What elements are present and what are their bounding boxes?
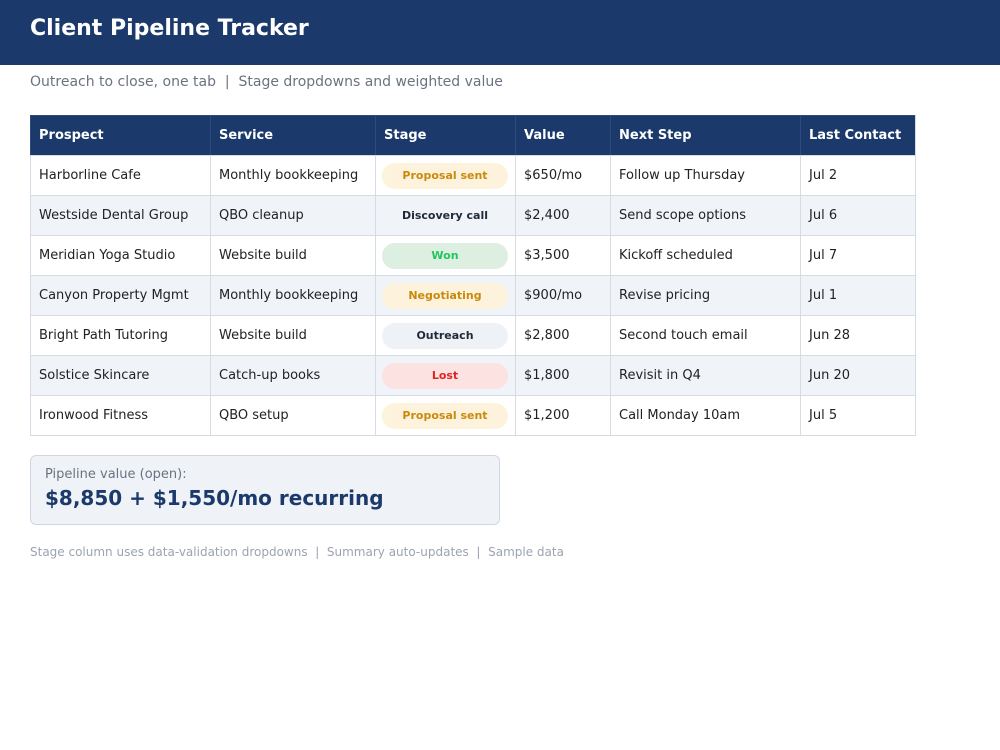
table-cell: Follow up Thursday	[610, 155, 800, 195]
stage-cell: Lost	[375, 355, 515, 395]
table-row: Solstice Skincare Catch-up books Lost $1,80…	[30, 355, 915, 395]
stage-dropdown[interactable]: Proposal sent	[382, 162, 508, 189]
stage-cell: Outreach	[375, 315, 515, 355]
table-cell: $2,800	[515, 315, 610, 355]
column-header: Stage	[375, 115, 515, 155]
stage-dropdown[interactable]: Proposal sent	[382, 402, 508, 429]
header-row: Prospect Service Stage Value Next Step Last C…	[30, 115, 915, 155]
table-cell: Ironwood Fitness	[30, 395, 210, 435]
column-header: Next Step	[610, 115, 800, 155]
table-cell: $900/mo	[515, 275, 610, 315]
table-cell: Monthly bookkeeping	[210, 155, 375, 195]
table-cell: Revisit in Q4	[610, 355, 800, 395]
table-row: Ironwood Fitness QBO setup Proposal sent $1…	[30, 395, 915, 435]
summary-label: Pipeline value (open):	[45, 467, 187, 482]
column-header: Last Contact	[800, 115, 915, 155]
table-cell: Send scope options	[610, 195, 800, 235]
table-row: Meridian Yoga Studio Website build Won $3,5…	[30, 235, 915, 275]
stage-cell: Negotiating	[375, 275, 515, 315]
table-row: Bright Path Tutoring Website build Outreac…	[30, 315, 915, 355]
table-cell: Westside Dental Group	[30, 195, 210, 235]
table-cell: Jul 6	[800, 195, 915, 235]
table-cell: Website build	[210, 235, 375, 275]
table-cell: QBO cleanup	[210, 195, 375, 235]
stage-dropdown[interactable]: Outreach	[382, 322, 508, 349]
stage-cell: Proposal sent	[375, 155, 515, 195]
table-cell: Jul 5	[800, 395, 915, 435]
table-cell: $650/mo	[515, 155, 610, 195]
stage-dropdown[interactable]: Negotiating	[382, 282, 508, 309]
stage-cell: Discovery call	[375, 195, 515, 235]
table-cell: $1,200	[515, 395, 610, 435]
column-header: Prospect	[30, 115, 210, 155]
stage-cell: Proposal sent	[375, 395, 515, 435]
summary-box: Pipeline value (open): $8,850 + $1,550/m…	[30, 455, 500, 525]
table-cell: $1,800	[515, 355, 610, 395]
stage-dropdown[interactable]: Won	[382, 242, 508, 269]
table-cell: Canyon Property Mgmt	[30, 275, 210, 315]
table-cell: Jun 20	[800, 355, 915, 395]
footer-note: Stage column uses data-validation dropdo…	[30, 545, 564, 559]
column-header: Value	[515, 115, 610, 155]
table-cell: Solstice Skincare	[30, 355, 210, 395]
table-cell: Kickoff scheduled	[610, 235, 800, 275]
table-cell: Harborline Cafe	[30, 155, 210, 195]
pipeline-table: Prospect Service Stage Value Next Step Last C…	[30, 115, 916, 436]
table-cell: Website build	[210, 315, 375, 355]
table-cell: Jul 2	[800, 155, 915, 195]
table-cell: Meridian Yoga Studio	[30, 235, 210, 275]
table-row: Westside Dental Group QBO cleanup Discover…	[30, 195, 915, 235]
column-header: Service	[210, 115, 375, 155]
stage-cell: Won	[375, 235, 515, 275]
table-row: Harborline Cafe Monthly bookkeeping Propos…	[30, 155, 915, 195]
table-cell: Catch-up books	[210, 355, 375, 395]
table-cell: Jul 1	[800, 275, 915, 315]
table-cell: Second touch email	[610, 315, 800, 355]
table-cell: $3,500	[515, 235, 610, 275]
table-cell: Call Monday 10am	[610, 395, 800, 435]
table-row: Canyon Property Mgmt Monthly bookkeeping N…	[30, 275, 915, 315]
table-cell: Revise pricing	[610, 275, 800, 315]
table-cell: Monthly bookkeeping	[210, 275, 375, 315]
title: Client Pipeline Tracker	[30, 16, 309, 41]
stage-dropdown[interactable]: Lost	[382, 362, 508, 389]
table-cell: Jul 7	[800, 235, 915, 275]
header-bar: Client Pipeline Tracker	[0, 0, 1000, 65]
summary-value: $8,850 + $1,550/mo recurring	[45, 486, 384, 510]
table-cell: Bright Path Tutoring	[30, 315, 210, 355]
table-cell: $2,400	[515, 195, 610, 235]
stage-dropdown[interactable]: Discovery call	[401, 209, 489, 222]
table-cell: QBO setup	[210, 395, 375, 435]
subtitle: Outreach to close, one tab | Stage dropd…	[30, 74, 503, 90]
table-cell: Jun 28	[800, 315, 915, 355]
